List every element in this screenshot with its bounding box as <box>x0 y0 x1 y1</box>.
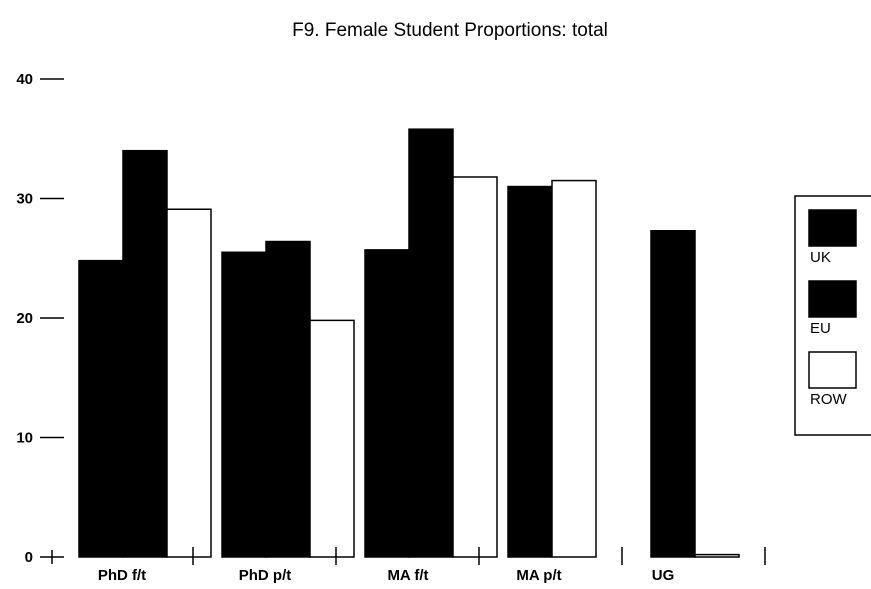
bar-uk-1 <box>78 259 124 558</box>
legend: UK EU ROW <box>794 195 871 436</box>
x-tick-label: PhD p/t <box>239 567 292 584</box>
x-tick-label: PhD f/t <box>98 567 146 584</box>
y-tick-label: 30 <box>16 191 33 208</box>
y-tick-label: 10 <box>16 430 33 447</box>
legend-label-uk: UK <box>810 249 831 266</box>
bar-eu-5 <box>650 230 696 558</box>
x-tick-label: UG <box>652 567 675 584</box>
bar-eu-4 <box>507 185 553 558</box>
bars <box>78 128 740 558</box>
x-tick-label: MA f/t <box>387 567 428 584</box>
bar-row-1 <box>166 208 212 558</box>
bar-row-5 <box>694 553 740 558</box>
y-tick-label: 20 <box>16 310 33 327</box>
bar-row-3 <box>452 176 498 558</box>
bar-uk-2 <box>221 251 267 558</box>
y-axis: 0 10 20 30 40 <box>16 71 64 566</box>
chart-title: F9. Female Student Proportions: total <box>292 20 608 41</box>
bar-eu-2 <box>265 240 311 558</box>
bar-eu-3 <box>408 128 454 558</box>
legend-label-row: ROW <box>810 391 848 408</box>
legend-swatch-uk <box>808 209 857 247</box>
x-axis: PhD f/t PhD p/t MA f/t MA p/t UG <box>98 547 766 584</box>
legend-label-eu: EU <box>810 320 831 337</box>
bar-row-2 <box>309 319 355 558</box>
legend-swatch-eu <box>808 280 857 318</box>
x-tick-label: MA p/t <box>516 567 561 584</box>
bar-uk-3 <box>364 249 410 558</box>
legend-swatch-row <box>808 351 857 389</box>
bar-row-4 <box>551 179 597 558</box>
y-tick-label: 40 <box>16 71 33 88</box>
y-tick-label: 0 <box>25 549 33 566</box>
bar-eu-1 <box>122 149 168 558</box>
